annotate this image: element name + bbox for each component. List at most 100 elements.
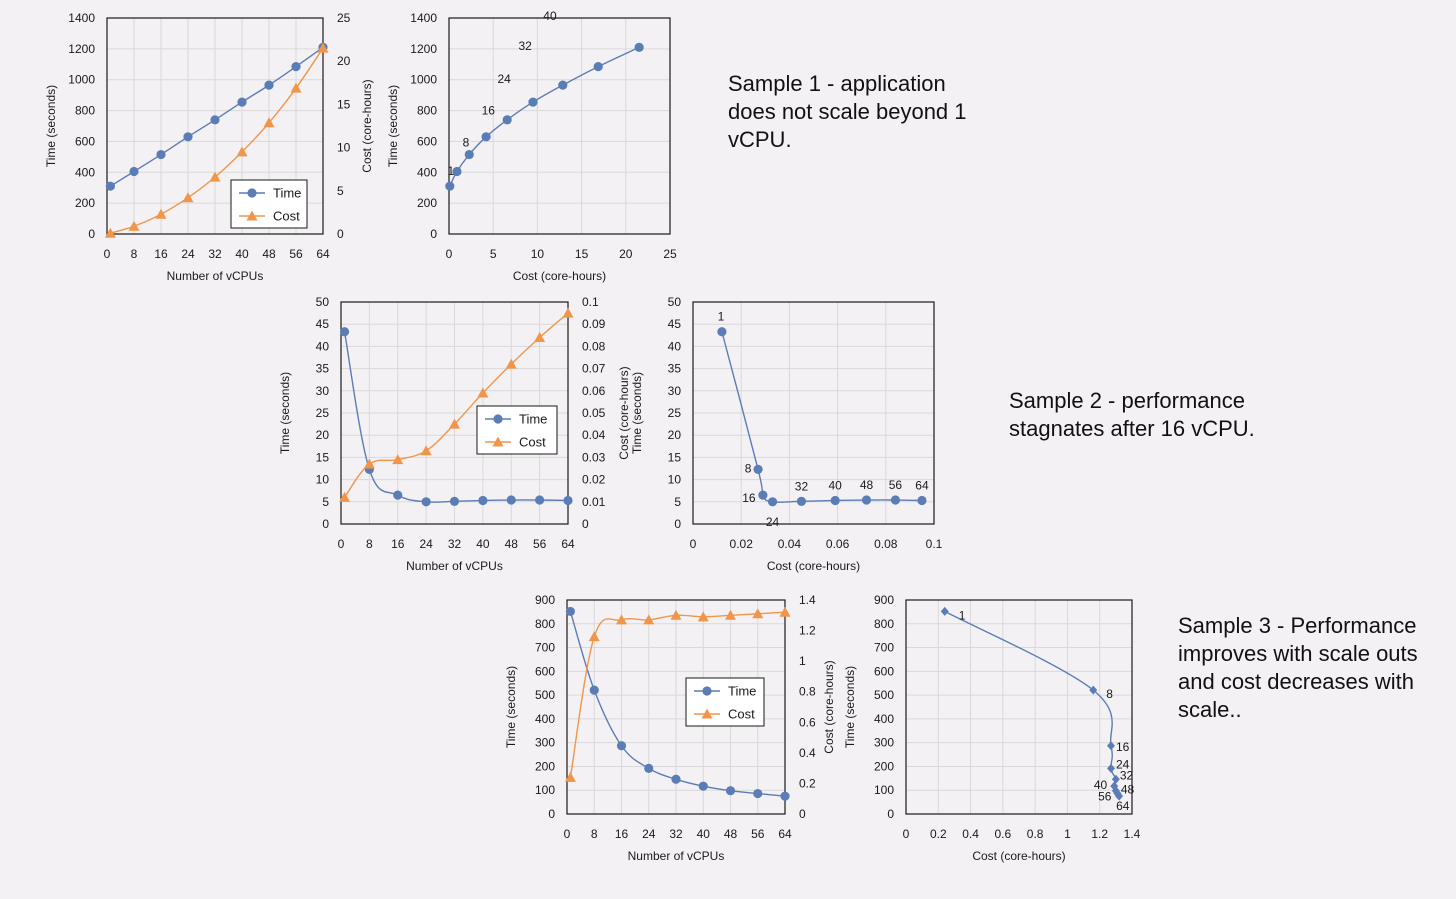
y-tick-label: 15	[316, 450, 330, 464]
plot-area	[449, 18, 670, 234]
caption-line: and cost decreases with	[1178, 669, 1415, 694]
legend-swatch-cost	[246, 210, 258, 221]
data-label: 1	[447, 164, 454, 178]
y-axis-title: Time (seconds)	[843, 666, 857, 748]
x-axis-title: Number of vCPUs	[628, 849, 725, 863]
y-tick-label: 300	[874, 736, 894, 750]
data-label: 16	[1116, 740, 1130, 754]
data-point-time	[183, 132, 193, 142]
x-tick-label: 8	[591, 827, 598, 841]
x-tick-label: 24	[181, 247, 195, 261]
y2-tick-label: 0.06	[582, 384, 606, 398]
legend: Time Cost	[476, 405, 558, 455]
data-label: 64	[915, 478, 929, 492]
x-tick-label: 32	[448, 537, 462, 551]
y2-tick-label: 0.2	[799, 776, 816, 790]
x-tick-label: 1.4	[1124, 827, 1141, 841]
x-tick-label: 16	[615, 827, 629, 841]
data-label: 24	[497, 72, 511, 86]
x-tick-label: 0.4	[962, 827, 979, 841]
x-tick-label: 24	[642, 827, 656, 841]
data-point-cost	[697, 611, 709, 622]
data-point-time	[717, 327, 727, 337]
data-point-cost	[263, 117, 275, 128]
y-tick-label: 50	[668, 295, 682, 309]
legend-box	[476, 405, 558, 455]
data-point-time	[1107, 741, 1116, 751]
y2-axis-title: Cost (core-hours)	[617, 366, 631, 459]
data-point-time	[861, 495, 872, 505]
caption-line: vCPU.	[728, 127, 792, 152]
data-point-cost	[236, 146, 248, 157]
y2-tick-label: 1	[799, 654, 806, 668]
x-tick-label: 0.2	[930, 827, 947, 841]
s3-vcpu-chart: 0 8 16 24 32 40 48 56 64 0 100 200 300 400 500 600 700 80…	[504, 593, 836, 863]
y-tick-label: 200	[874, 759, 894, 773]
data-label: 8	[463, 136, 470, 150]
data-point-time	[129, 166, 139, 177]
data-point-cost	[752, 608, 764, 619]
caption-line: improves with scale outs	[1178, 641, 1418, 666]
y2-tick-label: 0.01	[582, 495, 606, 509]
data-point-time	[758, 490, 768, 500]
s2-vcpu-chart: 0 8 16 24 32 40 48 56 64 0 5 10 15 20 25 30 35 40 45 50 0 0.0…	[278, 295, 631, 573]
legend: Time Cost	[685, 677, 765, 727]
legend-label: Cost	[728, 707, 755, 722]
data-point-time	[593, 62, 603, 72]
y-tick-label: 5	[322, 495, 329, 509]
data-label: 32	[1120, 768, 1134, 782]
plot-frame	[106, 17, 324, 235]
data-point-cost	[128, 220, 140, 231]
plot-area	[906, 600, 1132, 814]
data-point-time	[464, 149, 474, 160]
data-point-time	[698, 781, 708, 791]
y-tick-label: 10	[668, 473, 682, 487]
data-point-time	[753, 788, 763, 799]
s1-cost-chart: 0 5 10 15 20 25 0 200 400 600 800 1000 1200 1400 Cost …	[386, 9, 677, 283]
x-tick-label: 25	[663, 247, 677, 261]
y2-tick-label: 0.8	[799, 685, 816, 699]
y2-axis-title: Cost (core-hours)	[360, 79, 374, 172]
legend-label: Cost	[273, 209, 300, 224]
y-tick-label: 600	[75, 134, 95, 148]
y-axis-title: Time (seconds)	[630, 372, 644, 454]
data-point-time	[449, 496, 460, 506]
y-tick-label: 0	[430, 227, 437, 241]
x-tick-label: 64	[778, 827, 792, 841]
data-point-cost	[392, 454, 404, 465]
y2-tick-label: 1.2	[799, 624, 816, 638]
data-label: 24	[766, 515, 780, 529]
data-point-time	[445, 181, 455, 191]
y-tick-label: 25	[668, 406, 682, 420]
data-label: 1	[959, 608, 966, 622]
data-point-time	[291, 62, 301, 72]
y-tick-label: 20	[668, 428, 682, 442]
plot-frame	[692, 301, 935, 525]
y2-tick-label: 0.07	[582, 362, 606, 376]
legend-label: Time	[519, 412, 547, 427]
y-tick-label: 1200	[410, 42, 437, 56]
data-point-cost	[670, 609, 682, 620]
plot-frame	[448, 17, 671, 235]
data-point-time	[644, 763, 654, 773]
x-tick-label: 0.02	[730, 537, 754, 551]
data-point-cost	[317, 42, 329, 53]
y-axis-title: Time (seconds)	[386, 85, 400, 167]
data-point-time	[105, 181, 115, 191]
y-tick-label: 200	[535, 759, 555, 773]
y-axis-title: Time (seconds)	[44, 85, 58, 167]
data-label: 32	[795, 479, 809, 493]
legend: Time Cost	[230, 179, 308, 229]
y-tick-label: 30	[316, 384, 330, 398]
y-tick-label: 800	[75, 104, 95, 118]
data-point-time	[767, 497, 778, 507]
data-point-cost	[290, 82, 302, 93]
x-tick-label: 0.04	[778, 537, 802, 551]
y-tick-label: 1000	[410, 73, 437, 87]
y2-tick-label: 0.05	[582, 406, 606, 420]
data-point-cost	[104, 227, 116, 238]
data-point-cost	[779, 606, 791, 617]
caption-line: Sample 2 - performance	[1009, 388, 1245, 413]
y2-tick-label: 0.6	[799, 715, 816, 729]
